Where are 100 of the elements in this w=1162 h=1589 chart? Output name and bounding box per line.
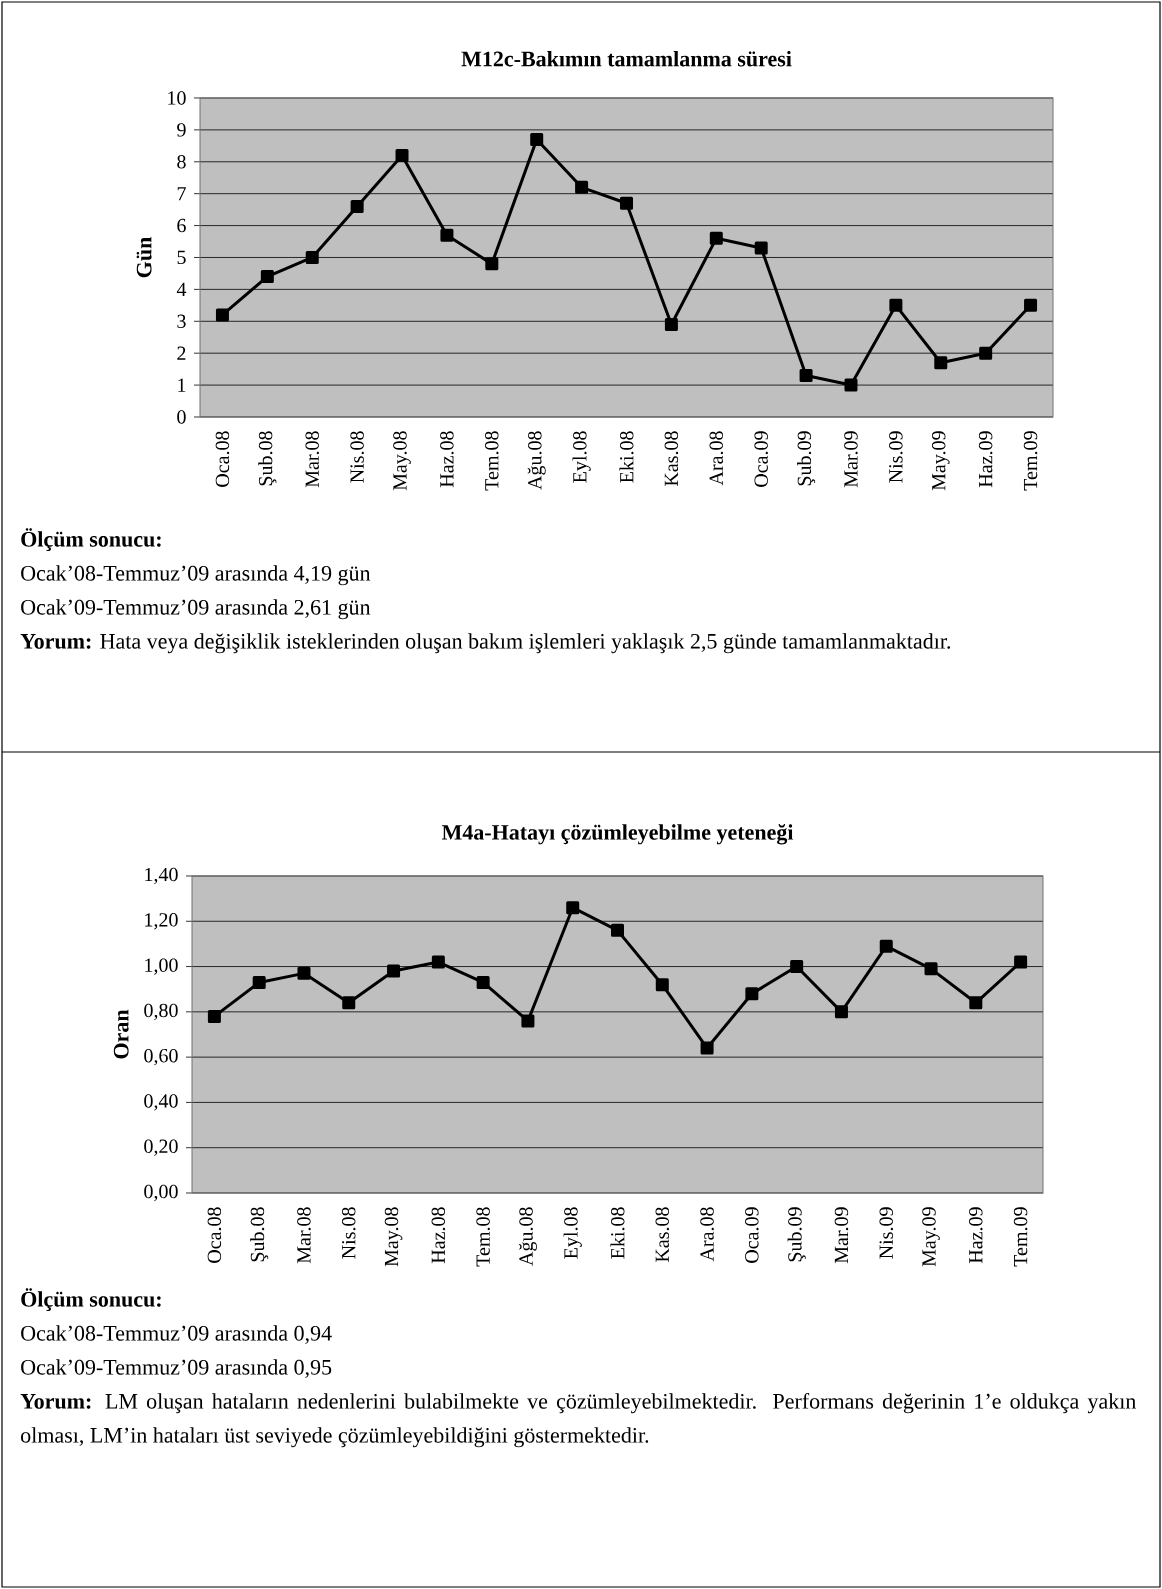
point	[476, 975, 490, 989]
x-tick-label: Şub.08	[258, 431, 277, 486]
text: Yorum: Hata veya değişiklik isteklerinden oluşan bakım işlemleri yaklaşık 2,5 günde tamamlanmaktadır.	[20, 633, 950, 654]
y-tick-label: 10	[168, 91, 186, 105]
point	[395, 148, 409, 162]
text: Ocak’08-Temmuz’09 arasında 0,94	[21, 1325, 332, 1344]
y-tick-label: 1,40	[145, 867, 178, 885]
y-tick-label: 0,20	[144, 1139, 178, 1156]
y-tick-label: 0,00	[144, 1184, 178, 1202]
point	[834, 1005, 848, 1019]
y-tick-label: 0	[177, 410, 186, 424]
x-tick-label: Ara.08	[700, 1207, 714, 1262]
x-tick-label: Şub.08	[250, 1207, 269, 1262]
point	[521, 1014, 535, 1028]
x-tick-label: May.08	[393, 431, 411, 491]
point	[431, 955, 445, 969]
x-tick-label: Tem.09	[1023, 431, 1038, 491]
chart-title: M12c-Bakımın tamamlanma süresi	[461, 50, 792, 67]
y-axis-title: Gün	[136, 237, 152, 278]
x-tick-label: Haz.09	[978, 431, 993, 488]
point	[1014, 955, 1028, 969]
x-tick-label: Kas.08	[664, 431, 679, 487]
chart-title: M4a-Hatayı çözümleyebilme yeteneği	[441, 824, 794, 845]
x-tick-label: May.08	[384, 1207, 403, 1267]
x-tick-label: Haz.09	[969, 1207, 983, 1264]
point	[1024, 298, 1038, 312]
x-tick-label: Ağu.08	[527, 431, 546, 490]
point	[889, 298, 903, 312]
point	[440, 228, 454, 242]
x-tick-label: Mar.08	[305, 431, 320, 488]
point	[530, 132, 544, 146]
text: Ocak’09-Temmuz’09 arasında 0,95	[21, 1359, 332, 1378]
x-tick-label: Şub.09	[787, 1207, 806, 1262]
x-tick-label: Tem.08	[485, 431, 499, 491]
point	[575, 180, 589, 194]
point	[745, 987, 759, 1001]
text: Ocak’08-Temmuz’09 arasında 4,19 gün	[21, 565, 371, 586]
y-tick-label: 7	[177, 187, 186, 201]
y-tick-label: 0,60	[144, 1048, 178, 1066]
x-tick-label: Oca.09	[745, 1207, 759, 1263]
point	[342, 996, 356, 1010]
point	[924, 962, 938, 976]
y-axis-title: Oran	[113, 1009, 129, 1059]
x-tick-label: Eki.08	[619, 431, 634, 483]
point	[709, 231, 723, 245]
x-tick-label: Eyl.08	[563, 1207, 582, 1259]
y-tick-label: 5	[177, 250, 186, 265]
x-tick-label: May.09	[931, 431, 950, 491]
point	[350, 199, 364, 213]
x-tick-label: Mar.09	[844, 431, 858, 488]
x-tick-label: Kas.08	[655, 1207, 670, 1263]
point	[297, 966, 311, 980]
x-tick-label: Haz.08	[440, 431, 454, 488]
point	[844, 378, 858, 392]
point	[252, 975, 266, 989]
x-tick-label: Haz.08	[431, 1207, 446, 1264]
x-tick-label: Oca.08	[215, 431, 230, 487]
x-tick-label: Nis.08	[350, 431, 364, 483]
y-tick-label: 9	[177, 123, 186, 137]
point	[620, 196, 634, 210]
point	[260, 270, 274, 284]
y-tick-label: 0,80	[144, 1003, 178, 1021]
point	[799, 369, 813, 383]
point	[566, 901, 580, 915]
point	[754, 241, 768, 255]
x-tick-label: Eki.08	[610, 1207, 625, 1259]
point	[387, 964, 401, 978]
x-tick-label: Nis.08	[341, 1207, 356, 1259]
x-tick-label: Tem.09	[1013, 1207, 1028, 1267]
x-tick-label: Tem.08	[476, 1207, 490, 1267]
point	[664, 317, 678, 331]
point	[215, 308, 229, 322]
point	[485, 257, 499, 271]
x-tick-label: Ağu.08	[518, 1207, 537, 1266]
text: Yorum: LM oluşan hataların nedenlerini bulabilmekte ve çözümleyebilmektedir. Performans değerinin 1’e oldukça yakın olması, LM’in hataları üst seviyede çözümleyebildiğini göstermektedir.	[20, 1393, 1137, 1448]
x-tick-label: Mar.09	[834, 1207, 849, 1264]
y-tick-label: 1,20	[145, 913, 178, 930]
y-tick-label: 8	[177, 155, 186, 169]
text: Ölçüm sonucu:	[21, 528, 161, 552]
y-tick-label: 1	[178, 378, 186, 392]
x-tick-label: Mar.08	[297, 1207, 311, 1264]
x-tick-label: Eyl.08	[572, 431, 591, 483]
point	[879, 939, 893, 953]
x-tick-label: Nis.09	[889, 431, 903, 483]
y-tick-label: 3	[177, 314, 186, 328]
y-tick-label: 2	[177, 346, 186, 360]
point	[934, 356, 948, 370]
y-tick-label: 6	[177, 218, 186, 233]
x-tick-label: Ara.08	[709, 431, 724, 486]
x-tick-label: May.09	[922, 1207, 940, 1267]
x-tick-label: Nis.09	[879, 1207, 894, 1259]
point	[611, 923, 624, 937]
text: Ölçüm sonucu:	[21, 1288, 161, 1312]
point	[700, 1041, 714, 1055]
point	[305, 250, 319, 264]
x-tick-label: Şub.09	[797, 431, 816, 486]
text: Ocak’09-Temmuz’09 arasında 2,61 gün	[21, 599, 371, 620]
point	[655, 978, 669, 992]
point	[979, 346, 993, 360]
point	[790, 960, 804, 974]
